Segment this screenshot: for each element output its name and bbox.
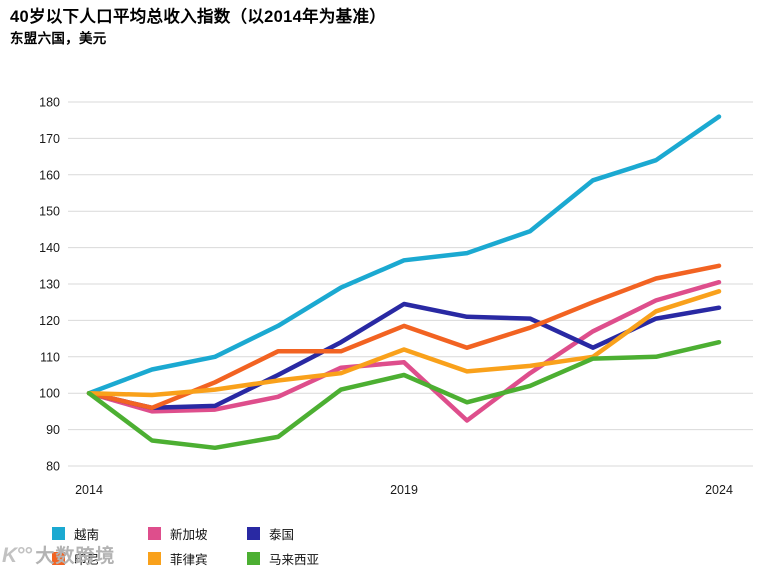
series-line-vietnam <box>86 114 722 396</box>
series-line-malaysia <box>86 339 722 451</box>
legend-item-thailand: 泰国 <box>247 521 294 546</box>
series-line-thailand <box>86 301 722 411</box>
chart-header: 40岁以下人口平均总收入指数（以2014年为基准） 东盟六国，美元 <box>10 6 386 48</box>
x-tick-label: 2019 <box>390 483 418 497</box>
legend-label-philippines: 菲律宾 <box>170 553 208 567</box>
y-tick-label: 170 <box>39 132 60 146</box>
legend-label-singapore: 新加坡 <box>170 528 208 542</box>
legend-label-thailand: 泰国 <box>269 528 295 542</box>
legend-swatch-malaysia <box>247 552 260 565</box>
y-tick-label: 100 <box>39 387 60 401</box>
y-tick-label: 120 <box>39 314 60 328</box>
legend-swatch-thailand <box>247 527 260 540</box>
y-tick-label: 110 <box>40 350 60 364</box>
legend-swatch-philippines <box>148 552 161 565</box>
legend-item-malaysia: 马来西亚 <box>247 546 319 571</box>
line-chart-plot: 80 90 100 110 120 130 140 150 160 170 180 2014 2019 2… <box>39 96 753 497</box>
x-tick-label: 2014 <box>75 483 103 497</box>
series-line-philippines <box>86 289 722 398</box>
legend-swatch-indonesia <box>52 552 65 565</box>
legend-swatch-singapore <box>148 527 161 540</box>
legend-item-vietnam: 越南 <box>52 521 99 546</box>
legend-item-indonesia: 印尼 <box>52 546 99 571</box>
y-tick-label: 140 <box>39 241 60 255</box>
legend-item-singapore: 新加坡 <box>148 521 208 546</box>
legend-label-vietnam: 越南 <box>74 528 100 542</box>
x-tick-label: 2024 <box>705 483 733 497</box>
watermark-logo-icon: K°° <box>2 544 32 567</box>
y-tick-label: 180 <box>39 96 60 110</box>
chart-title: 40岁以下人口平均总收入指数（以2014年为基准） <box>10 8 387 26</box>
legend-label-malaysia: 马来西亚 <box>269 553 320 567</box>
legend-label-indonesia: 印尼 <box>74 553 100 567</box>
y-tick-label: 80 <box>46 460 60 474</box>
chart-subtitle: 东盟六国，美元 <box>10 31 107 46</box>
series-line-singapore <box>86 279 722 423</box>
y-tick-label: 130 <box>39 278 60 292</box>
y-tick-label: 150 <box>39 205 60 219</box>
legend-swatch-vietnam <box>52 527 65 540</box>
legend-item-philippines: 菲律宾 <box>148 546 208 571</box>
y-tick-label: 160 <box>39 168 60 182</box>
y-tick-label: 90 <box>46 423 60 437</box>
